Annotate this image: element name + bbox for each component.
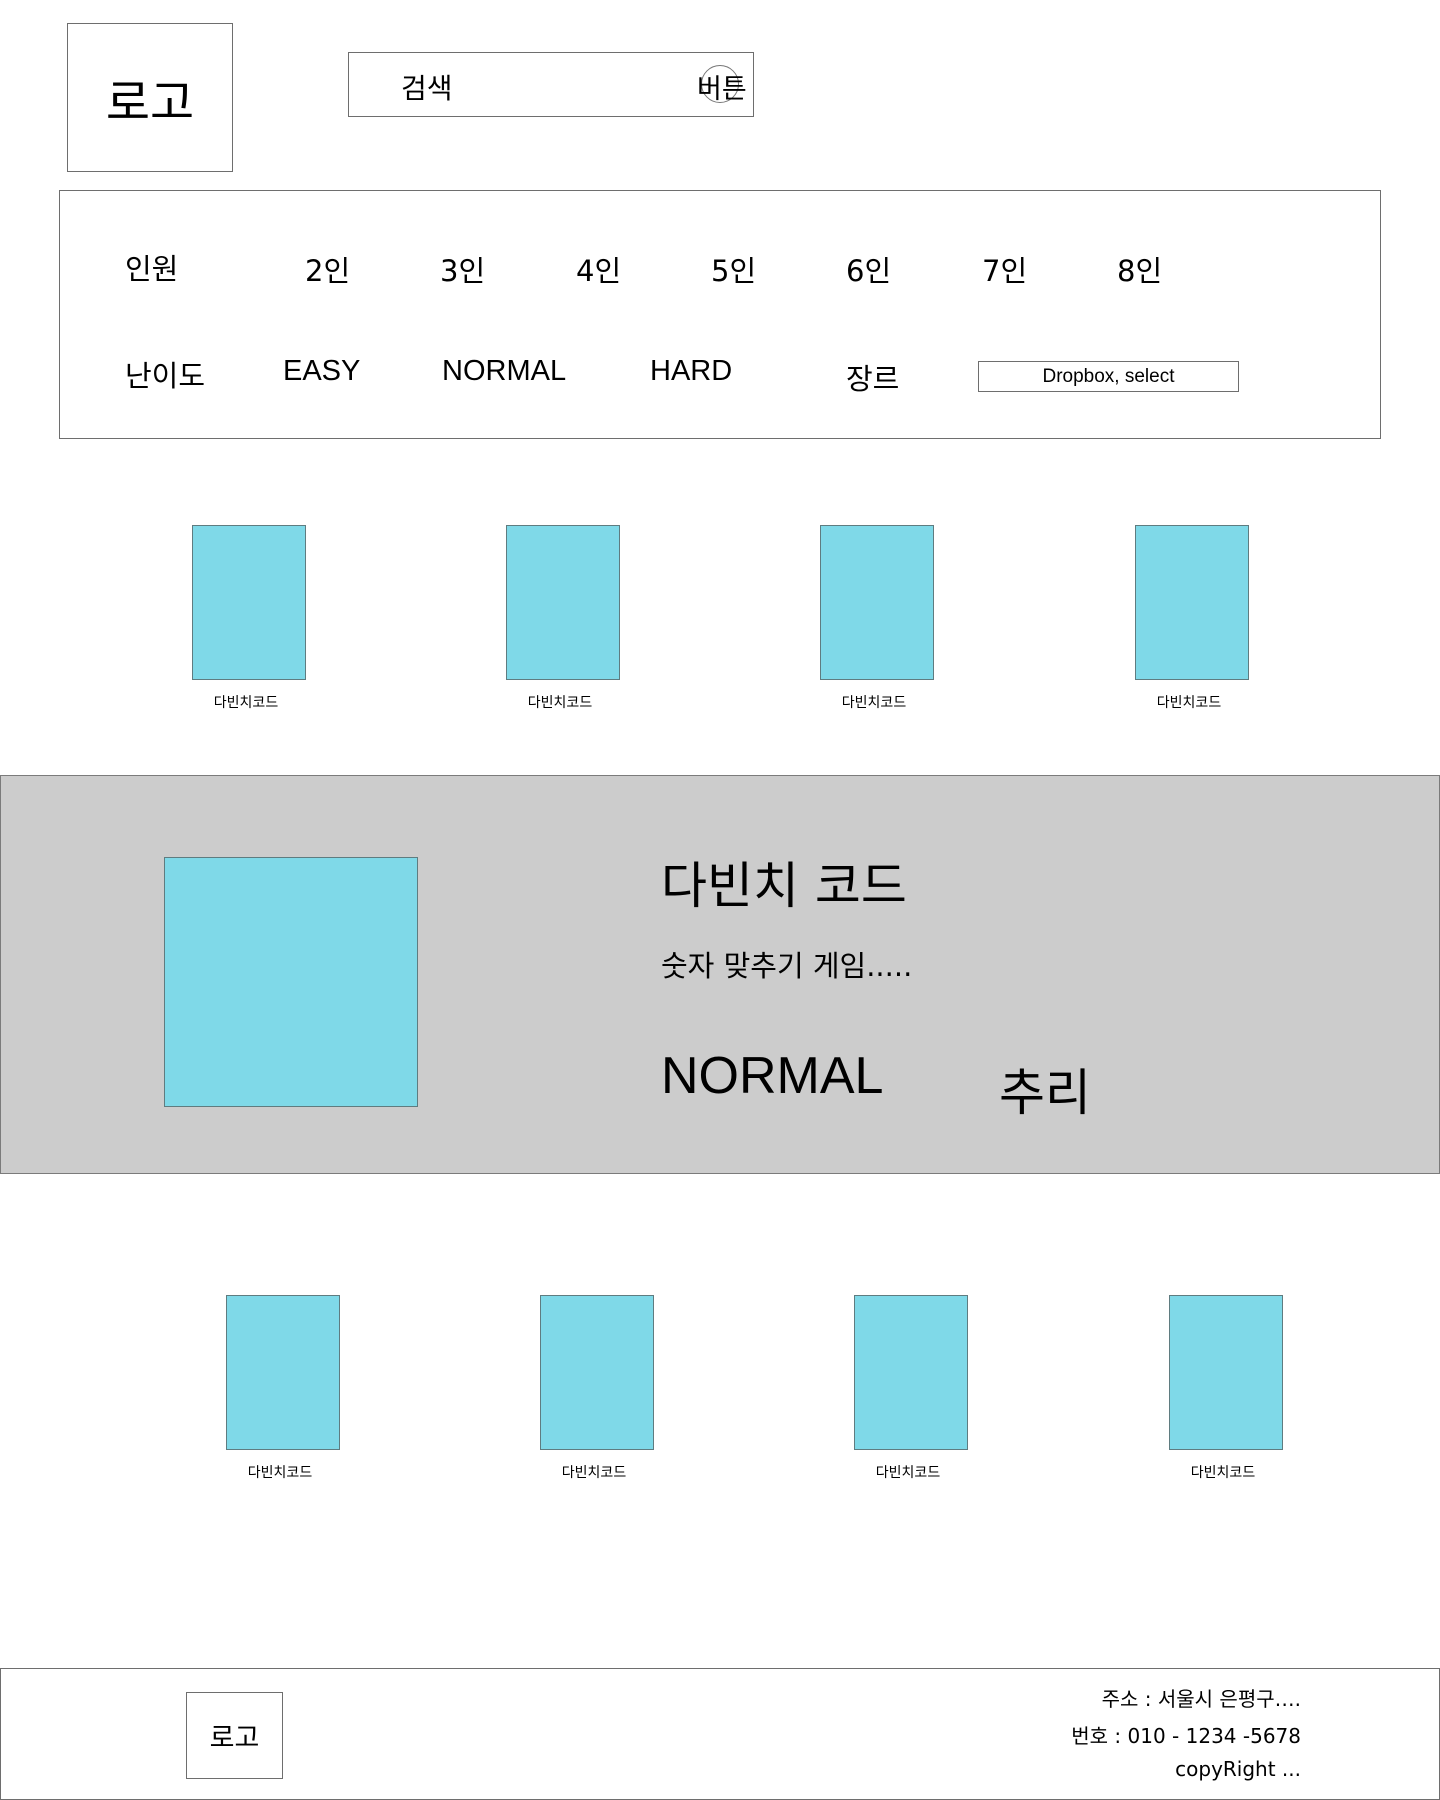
search-bar: 검색 버튼 bbox=[348, 52, 754, 117]
logo[interactable]: 로고 bbox=[67, 23, 233, 172]
game-card-thumbnail[interactable] bbox=[854, 1295, 968, 1450]
genre-select[interactable]: Dropbox, select bbox=[978, 361, 1239, 392]
search-input[interactable]: 검색 bbox=[401, 72, 453, 105]
difficulty-label: 난이도 bbox=[125, 359, 206, 393]
game-card-thumbnail[interactable] bbox=[192, 525, 306, 680]
difficulty-option-normal[interactable]: NORMAL bbox=[442, 355, 567, 387]
filter-panel: 인원 2인 3인 4인 5인 6인 7인 8인 난이도 EASY NORMAL … bbox=[59, 190, 1381, 439]
footer-address: 주소 : 서울시 은평구…. bbox=[1101, 1687, 1301, 1711]
players-option-4[interactable]: 4인 bbox=[576, 254, 622, 288]
search-button[interactable]: 버튼 bbox=[697, 74, 747, 105]
featured-game-image[interactable] bbox=[164, 857, 418, 1107]
featured-game-genre: 추리 bbox=[999, 1064, 1091, 1122]
game-card-title[interactable]: 다빈치코드 bbox=[1156, 695, 1222, 711]
game-card-title[interactable]: 다빈치코드 bbox=[213, 695, 279, 711]
game-card-title[interactable]: 다빈치코드 bbox=[561, 1465, 627, 1481]
game-card-thumbnail[interactable] bbox=[226, 1295, 340, 1450]
players-label: 인원 bbox=[125, 252, 179, 286]
game-card-title[interactable]: 다빈치코드 bbox=[1190, 1465, 1256, 1481]
featured-game-title: 다빈치 코드 bbox=[661, 857, 907, 915]
genre-label: 장르 bbox=[846, 362, 900, 396]
featured-game-difficulty: NORMAL bbox=[661, 1047, 884, 1105]
difficulty-option-hard[interactable]: HARD bbox=[650, 355, 733, 387]
game-card-thumbnail[interactable] bbox=[540, 1295, 654, 1450]
game-card-title[interactable]: 다빈치코드 bbox=[841, 695, 907, 711]
game-card-thumbnail[interactable] bbox=[506, 525, 620, 680]
players-option-2[interactable]: 2인 bbox=[305, 254, 351, 288]
players-option-8[interactable]: 8인 bbox=[1117, 254, 1163, 288]
players-option-6[interactable]: 6인 bbox=[846, 254, 892, 288]
game-card-thumbnail[interactable] bbox=[1169, 1295, 1283, 1450]
game-card-thumbnail[interactable] bbox=[1135, 525, 1249, 680]
game-card-title[interactable]: 다빈치코드 bbox=[875, 1465, 941, 1481]
game-card-title[interactable]: 다빈치코드 bbox=[247, 1465, 313, 1481]
difficulty-option-easy[interactable]: EASY bbox=[283, 355, 361, 387]
featured-game-section: 다빈치 코드 숫자 맞추기 게임..... NORMAL 추리 bbox=[0, 775, 1440, 1174]
footer-copyright: copyRight ... bbox=[1175, 1757, 1301, 1781]
game-card-title[interactable]: 다빈치코드 bbox=[527, 695, 593, 711]
footer-phone: 번호 : 010 - 1234 -5678 bbox=[1071, 1724, 1301, 1748]
players-option-5[interactable]: 5인 bbox=[711, 254, 757, 288]
players-option-3[interactable]: 3인 bbox=[440, 254, 486, 288]
players-option-7[interactable]: 7인 bbox=[982, 254, 1028, 288]
footer: 로고 주소 : 서울시 은평구…. 번호 : 010 - 1234 -5678 … bbox=[0, 1668, 1440, 1800]
featured-game-description: 숫자 맞추기 게임..... bbox=[661, 949, 913, 983]
search-button-circle-icon bbox=[701, 65, 739, 103]
footer-logo[interactable]: 로고 bbox=[186, 1692, 283, 1779]
game-card-thumbnail[interactable] bbox=[820, 525, 934, 680]
